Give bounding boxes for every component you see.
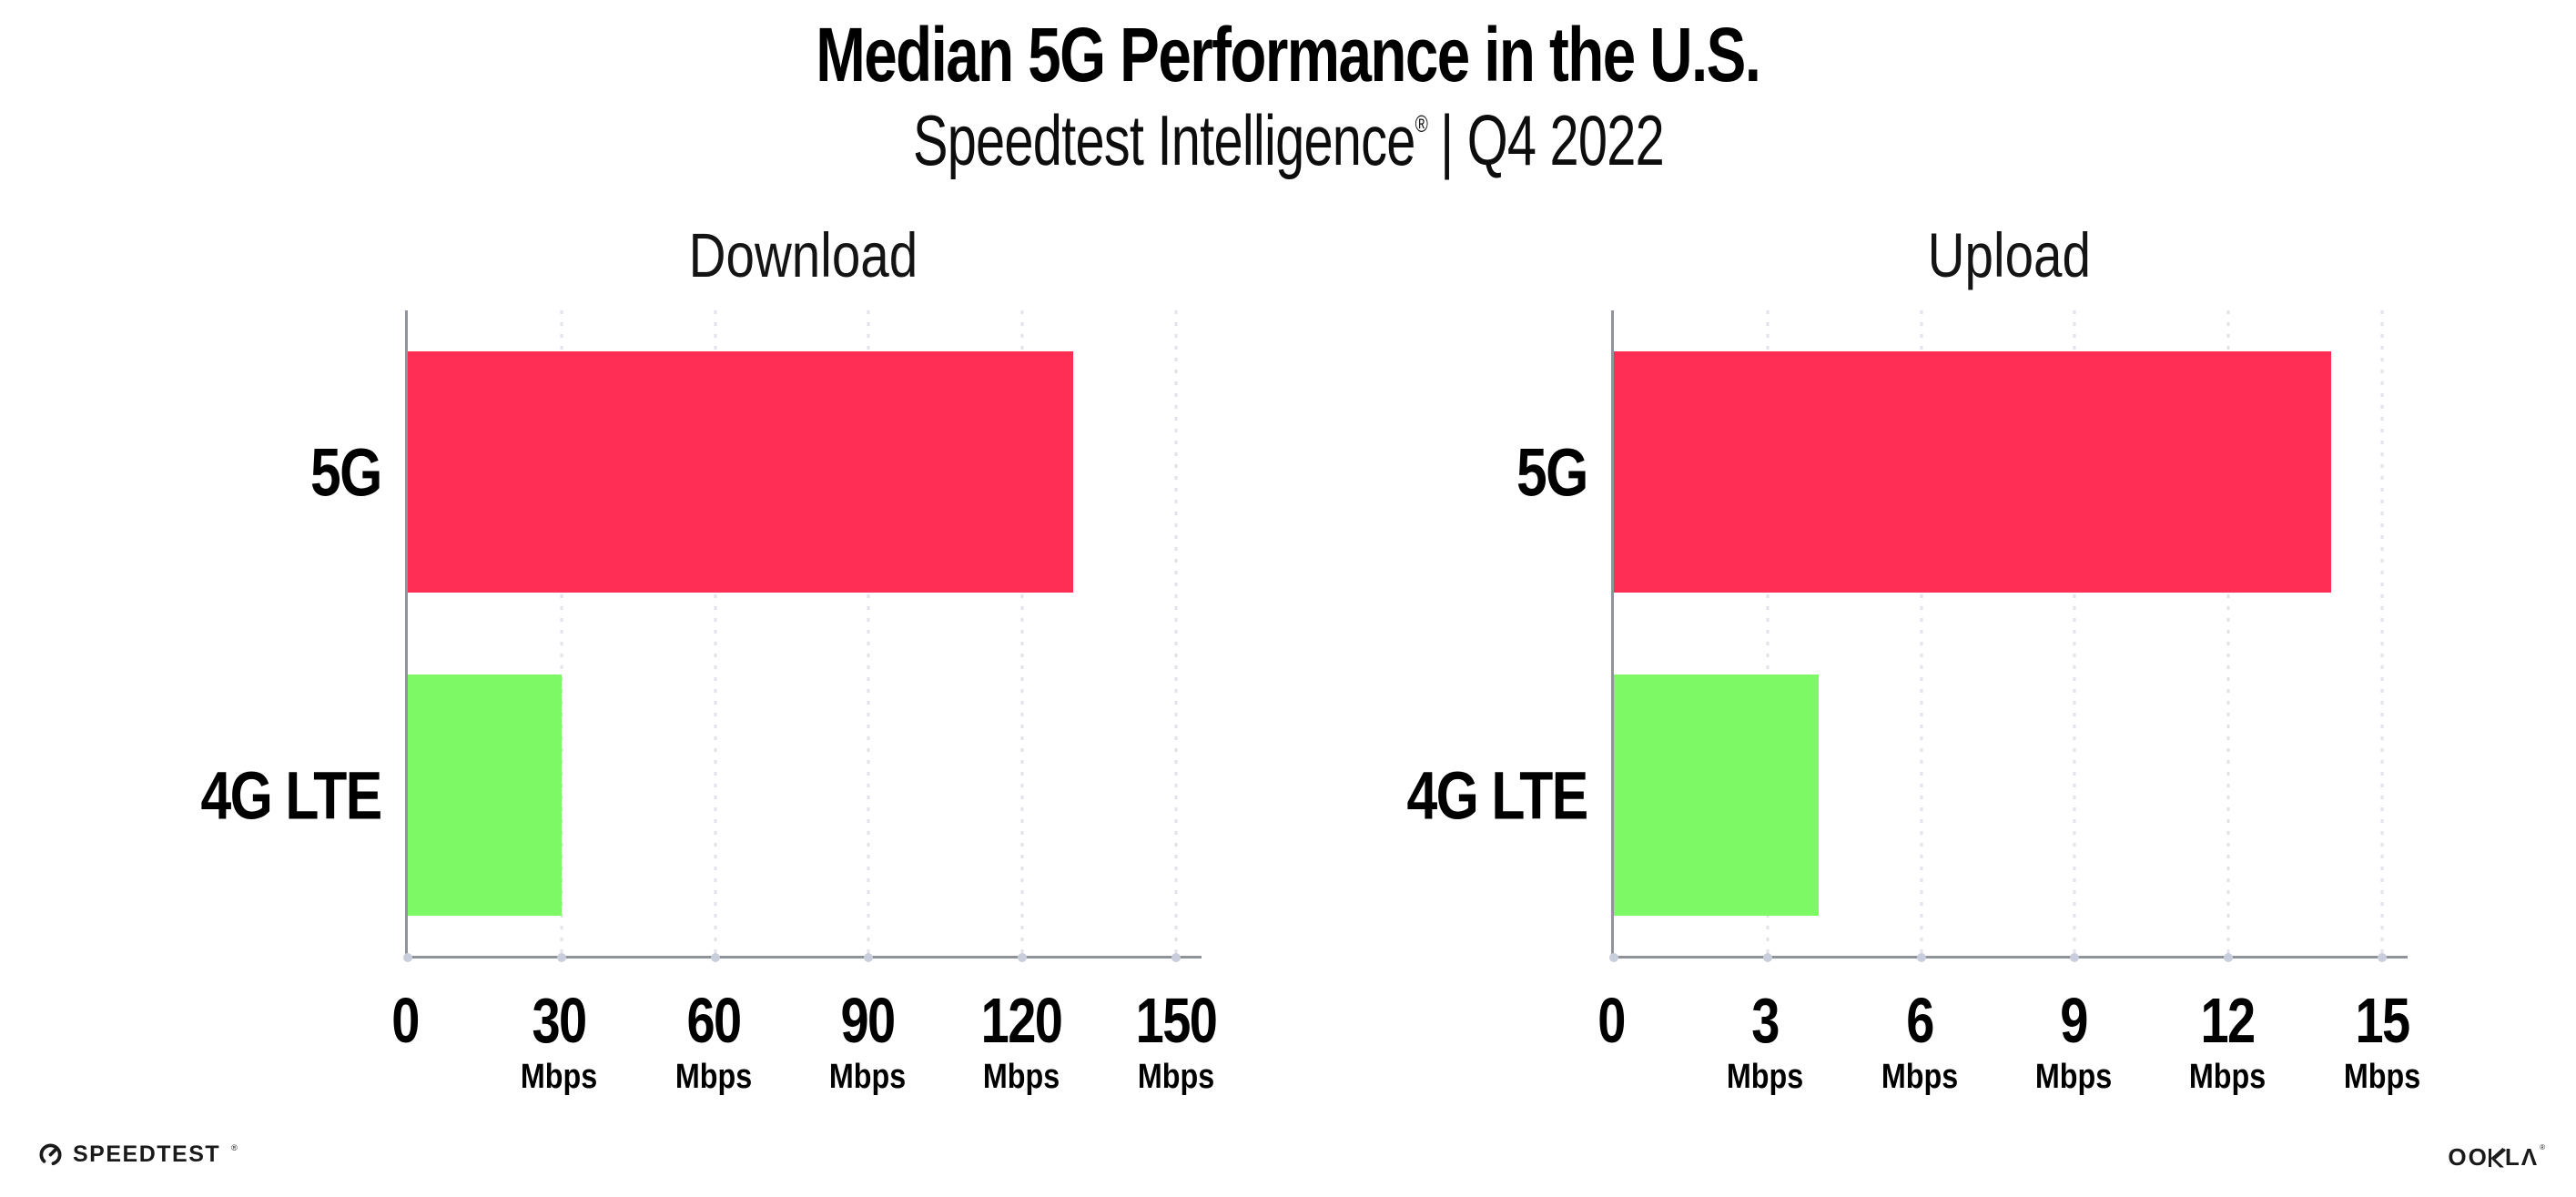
x-tick-value: 15 (2355, 985, 2410, 1056)
category-label-5g: 5G (310, 434, 382, 510)
y-axis-labels: 5G 4G LTE (82, 310, 383, 957)
tick-dot-6 (1916, 953, 1926, 962)
x-tick-value: 0 (391, 985, 420, 1056)
bar-5g (1614, 351, 2331, 593)
subtitle-period: | Q4 2022 (1439, 100, 1665, 180)
tick-dot-30 (556, 953, 566, 962)
x-tick-unit: Mbps (2343, 1058, 2420, 1096)
chart-header: Median 5G Performance in the U.S. Speedt… (0, 11, 2576, 198)
tick-dot-3 (1762, 953, 1772, 962)
main-title-text: Median 5G Performance in the U.S. (816, 12, 1761, 97)
gridline-60 (714, 310, 717, 957)
x-tick-value: 12 (2200, 985, 2257, 1056)
x-tick-value: 120 (981, 985, 1063, 1056)
bar-4g-lte (1614, 675, 1820, 916)
ookla-wordmark-right: LΛ (2504, 1143, 2540, 1171)
plot-area (403, 310, 1202, 962)
main-title: Median 5G Performance in the U.S. (0, 11, 2576, 98)
x-tick-60: 60 Mbps (668, 988, 758, 1097)
hatched-k-icon (2488, 1147, 2506, 1167)
x-tick-3: 3 Mbps (1720, 988, 1810, 1097)
tick-dot-0 (403, 953, 412, 962)
subtitle: Speedtest Intelligence® | Q4 2022 (0, 98, 2576, 198)
x-tick-150: 150 Mbps (1125, 988, 1226, 1097)
x-tick-15: 15 Mbps (2337, 988, 2427, 1097)
ookla-wordmark-left: OO (2448, 1143, 2489, 1171)
x-tick-value: 6 (1905, 985, 1934, 1056)
x-tick-unit: Mbps (1881, 1058, 1958, 1096)
x-tick-unit: Mbps (1727, 1058, 1804, 1096)
gridline-12 (2226, 310, 2230, 957)
x-axis-line (1611, 956, 2408, 959)
x-tick-value: 30 (532, 985, 588, 1056)
gridline-90 (867, 310, 870, 957)
tick-dot-15 (2377, 953, 2387, 962)
gridline-120 (1020, 310, 1024, 957)
tick-dot-90 (864, 953, 874, 962)
tick-dot-0 (1609, 953, 1618, 962)
bar-5g (408, 351, 1074, 593)
gauge-icon (39, 1143, 62, 1166)
x-tick-0: 0 (1595, 988, 1628, 1053)
upload-chart: Upload 5G 4G LTE 0 3 Mbps 6 Mbps 9 Mbps 12 Mbps 15 Mb… (1288, 223, 2420, 1133)
gridline-15 (2380, 310, 2384, 957)
tick-dot-120 (1018, 953, 1028, 962)
x-tick-90: 90 Mbps (822, 988, 912, 1097)
x-tick-value: 150 (1135, 985, 1217, 1056)
x-tick-value: 90 (840, 985, 897, 1056)
category-label-4g-lte: 4G LTE (200, 757, 383, 833)
x-tick-6: 6 Mbps (1874, 988, 1964, 1097)
x-tick-unit: Mbps (983, 1058, 1060, 1096)
x-tick-value: 60 (686, 985, 742, 1056)
gridline-30 (560, 310, 563, 957)
subtitle-brand: Speedtest Intelligence (912, 100, 1415, 180)
y-axis-labels: 5G 4G LTE (1288, 310, 1589, 957)
x-tick-unit: Mbps (521, 1058, 598, 1096)
bar-4g-lte (408, 675, 562, 916)
plot-area (1609, 310, 2408, 962)
x-tick-unit: Mbps (2034, 1058, 2113, 1096)
x-tick-unit: Mbps (828, 1058, 907, 1096)
x-axis-line (405, 956, 1202, 959)
ookla-registered-mark: ® (2540, 1143, 2545, 1151)
gridline-150 (1174, 310, 1178, 957)
tick-dot-12 (2224, 953, 2234, 962)
speedtest-wordmark: SPEEDTEST (73, 1141, 221, 1167)
chart-subplot-title-text: Download (688, 220, 918, 290)
x-tick-value: 9 (2060, 985, 2088, 1056)
x-tick-120: 120 Mbps (971, 988, 1072, 1097)
chart-subplot-title-text: Upload (1927, 220, 2092, 290)
x-tick-9: 9 Mbps (2028, 988, 2118, 1097)
speedtest-logo: SPEEDTEST ® (38, 1141, 238, 1168)
tick-dot-150 (1171, 953, 1181, 962)
speedtest-registered-mark: ® (231, 1142, 238, 1152)
tick-dot-9 (2070, 953, 2080, 962)
x-axis-tick-labels: 0 3 Mbps 6 Mbps 9 Mbps 12 Mbps 15 Mbps (1597, 957, 2420, 1130)
x-tick-unit: Mbps (674, 1058, 752, 1096)
x-tick-value: 3 (1751, 985, 1780, 1056)
x-axis-tick-labels: 0 30 Mbps 60 Mbps 90 Mbps 120 Mbps 150 Mbps (391, 957, 1217, 1130)
ookla-logo: OO LΛ ® (2448, 1143, 2545, 1172)
x-tick-unit: Mbps (2189, 1058, 2267, 1096)
x-tick-30: 30 Mbps (514, 988, 604, 1097)
x-tick-value: 0 (1597, 985, 1626, 1056)
x-tick-unit: Mbps (1137, 1058, 1214, 1096)
category-label-5g: 5G (1516, 434, 1588, 510)
chart-subplot-title: Download (405, 223, 1202, 310)
x-tick-12: 12 Mbps (2183, 988, 2273, 1097)
registered-mark: ® (1415, 110, 1428, 137)
tick-dot-60 (710, 953, 720, 962)
gridline-3 (1766, 310, 1770, 957)
gridline-6 (1920, 310, 1923, 957)
chart-subplot-title: Upload (1611, 223, 2408, 310)
x-tick-0: 0 (389, 988, 422, 1053)
gridline-9 (2073, 310, 2076, 957)
download-chart: Download 5G 4G LTE 0 30 Mbps 60 Mbps 90 Mbps 120 Mb… (82, 223, 1218, 1133)
category-label-4g-lte: 4G LTE (1406, 757, 1589, 833)
